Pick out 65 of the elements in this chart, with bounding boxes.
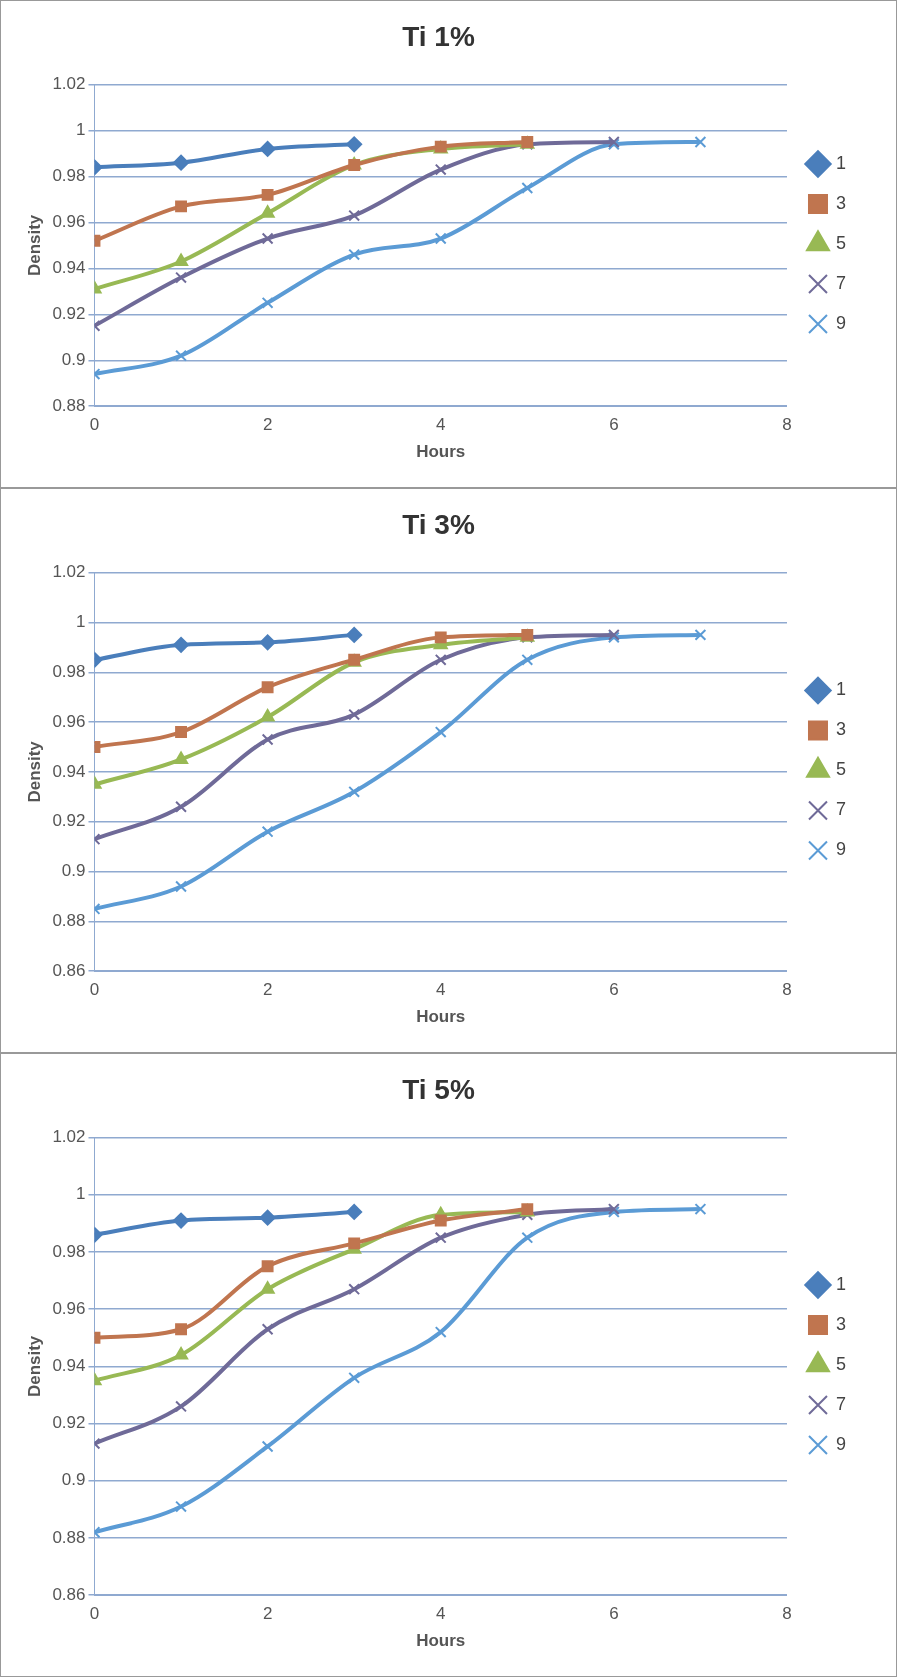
y-tick-label: 0.9 <box>61 861 86 881</box>
y-tick-label: 1.02 <box>52 74 86 94</box>
y-tick-label: 0.98 <box>52 166 86 186</box>
chart-title: Ti 5% <box>402 1073 475 1105</box>
legend-label: 5 <box>835 232 846 253</box>
legend-label: 7 <box>835 1393 846 1414</box>
y-tick-label: 0.94 <box>52 761 86 781</box>
x-axis-title: Hours <box>416 1007 466 1027</box>
x-axis-title: Hours <box>416 442 466 462</box>
y-tick-label: 0.92 <box>52 304 86 323</box>
legend-label: 5 <box>835 759 846 780</box>
x-tick-label: 8 <box>782 415 792 435</box>
x-tick-label: 2 <box>262 415 273 435</box>
x-tick-label: 4 <box>436 980 446 1000</box>
legend-label: 1 <box>835 152 846 173</box>
y-tick-label: 0.94 <box>52 1356 86 1376</box>
y-tick-label: 0.94 <box>52 258 86 278</box>
legend-label: 7 <box>835 799 846 820</box>
chart-title: Ti 3% <box>402 508 475 540</box>
y-tick-label: 1 <box>76 1184 86 1204</box>
x-tick-label: 6 <box>609 980 619 1000</box>
legend-label: 9 <box>835 1433 846 1454</box>
x-tick-label: 0 <box>89 415 100 435</box>
legend-label: 3 <box>835 1313 846 1334</box>
legend-label: 1 <box>835 1273 846 1294</box>
y-tick-label: 1.02 <box>52 562 86 582</box>
y-tick-label: 0.86 <box>52 1584 86 1604</box>
x-axis-title: Hours <box>416 1631 466 1651</box>
x-tick-label: 8 <box>782 1604 792 1624</box>
y-tick-label: 1 <box>76 120 86 140</box>
legend-label: 1 <box>835 679 846 700</box>
y-axis-title: Density <box>24 1335 44 1398</box>
y-tick-label: 0.92 <box>52 1413 86 1433</box>
x-tick-label: 8 <box>782 980 792 1000</box>
x-tick-label: 2 <box>262 980 273 1000</box>
chart-title: Ti 1% <box>402 20 475 52</box>
x-tick-label: 0 <box>89 1604 100 1624</box>
y-tick-label: 0.88 <box>52 911 86 931</box>
y-tick-label: 0.96 <box>52 711 86 731</box>
legend-label: 9 <box>835 312 846 333</box>
y-tick-label: 0.96 <box>52 1298 86 1318</box>
legend-label: 7 <box>835 272 846 293</box>
y-tick-label: 0.86 <box>52 960 86 980</box>
y-tick-label: 0.9 <box>61 349 86 369</box>
y-tick-label: 0.98 <box>52 661 86 681</box>
y-tick-label: 0.88 <box>52 1527 86 1547</box>
y-tick-label: 1.02 <box>52 1127 86 1147</box>
y-tick-label: 0.96 <box>52 212 86 232</box>
x-tick-label: 6 <box>609 415 619 435</box>
y-tick-label: 0.92 <box>52 811 86 831</box>
x-tick-label: 2 <box>262 1604 273 1624</box>
x-tick-label: 6 <box>609 1604 619 1624</box>
legend-label: 9 <box>835 839 846 860</box>
y-tick-label: 0.9 <box>61 1470 86 1490</box>
y-axis-title: Density <box>24 214 44 277</box>
y-tick-label: 1 <box>76 612 86 632</box>
x-tick-label: 4 <box>436 415 446 435</box>
y-tick-label: 0.88 <box>52 395 86 415</box>
y-axis-title: Density <box>24 740 44 803</box>
x-tick-label: 4 <box>436 1604 446 1624</box>
y-tick-label: 0.98 <box>52 1241 86 1261</box>
legend-label: 5 <box>835 1353 846 1374</box>
legend-label: 3 <box>835 192 846 213</box>
legend-label: 3 <box>835 719 846 740</box>
x-tick-label: 0 <box>89 980 100 1000</box>
